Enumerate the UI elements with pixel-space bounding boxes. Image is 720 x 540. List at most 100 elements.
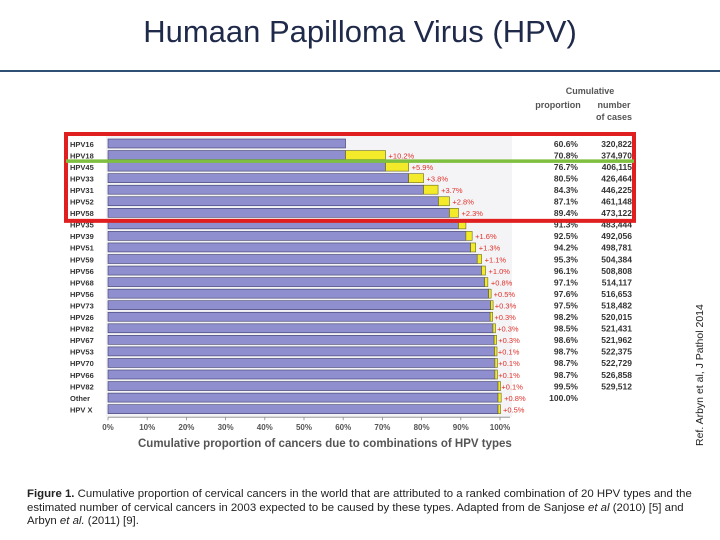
proportion-value: 98.7% <box>554 370 579 380</box>
category-label: HPV33 <box>70 174 94 183</box>
category-label: HPV70 <box>70 359 94 368</box>
figure-caption: Figure 1. Cumulative proportion of cervi… <box>27 488 695 529</box>
bar-increment <box>470 242 476 253</box>
cases-value: 508,808 <box>601 266 632 276</box>
bar-increment <box>497 392 502 403</box>
cases-value: 518,482 <box>601 300 632 310</box>
x-axis-title: Cumulative proportion of cancers due to … <box>138 438 512 450</box>
category-label: HPV56 <box>70 290 94 299</box>
bar-cumulative <box>107 184 424 195</box>
hpv-cumulative-chart: Cumulative proportion number of cases HPV16 6… <box>64 86 636 450</box>
bar-increment <box>423 184 439 195</box>
category-label: HPV53 <box>70 348 94 357</box>
cases-value: 374,970 <box>601 150 632 160</box>
bar-increment <box>494 346 498 357</box>
proportion-value: 95.3% <box>554 254 579 264</box>
x-tick-label: 70% <box>374 423 390 432</box>
bar-cumulative <box>107 208 450 218</box>
cases-value: 498,781 <box>601 243 632 253</box>
increment-label: +10.2% <box>389 151 415 160</box>
cases-value: 446,225 <box>601 185 632 195</box>
cases-value: 426,464 <box>601 173 632 183</box>
increment-label: +2.3% <box>461 209 483 218</box>
category-label: HPV35 <box>70 221 94 230</box>
cases-value: 320,822 <box>601 139 632 149</box>
increment-label: +0.3% <box>497 325 519 334</box>
cases-value: 522,375 <box>601 347 632 357</box>
bar-cumulative <box>107 161 386 172</box>
x-tick-label: 100% <box>490 423 510 432</box>
proportion-value: 91.3% <box>554 220 579 230</box>
title-divider <box>0 70 720 72</box>
header-proportion: proportion <box>535 100 581 110</box>
bar-cumulative <box>107 392 499 403</box>
proportion-value: 96.1% <box>554 266 579 276</box>
proportion-value: 92.5% <box>554 231 579 241</box>
cases-value: 406,115 <box>602 162 633 172</box>
increment-label: +0.1% <box>498 348 520 357</box>
bar-increment <box>497 404 501 414</box>
bar-increment <box>481 265 486 276</box>
cases-value: 504,384 <box>601 254 632 264</box>
increment-label: +0.8% <box>504 394 526 403</box>
cases-value: 522,729 <box>601 358 632 368</box>
bar-increment <box>489 311 494 322</box>
bar-increment <box>476 254 482 264</box>
header-of-cases: of cases <box>596 112 632 122</box>
caption-text-1: Cumulative proportion of cervical cancer… <box>27 488 692 514</box>
proportion-value: 98.5% <box>554 324 579 334</box>
cases-value: 473,122 <box>601 208 632 218</box>
proportion-value: 94.2% <box>554 243 579 253</box>
bar-cumulative <box>107 300 491 310</box>
x-tick-label: 50% <box>296 423 312 432</box>
category-label: HPV45 <box>70 163 94 172</box>
bar-cumulative <box>107 311 491 322</box>
increment-label: +0.3% <box>498 336 520 345</box>
category-label: HPV73 <box>70 301 94 310</box>
increment-label: +5.9% <box>412 163 434 172</box>
increment-label: +1.6% <box>475 232 497 241</box>
bar-cumulative <box>107 242 471 253</box>
bar-cumulative <box>107 173 409 183</box>
bar-cumulative <box>107 323 494 334</box>
proportion-value: 84.3% <box>554 185 579 195</box>
bar-cumulative <box>107 346 495 357</box>
caption-label: Figure 1. <box>27 488 75 500</box>
cases-value: 526,858 <box>601 370 632 380</box>
increment-label: +0.5% <box>494 290 516 299</box>
increment-label: +0.3% <box>495 301 517 310</box>
category-label: HPV51 <box>70 244 94 253</box>
proportion-value: 98.7% <box>554 358 579 368</box>
increment-label: +0.1% <box>501 382 523 391</box>
increment-label: +2.8% <box>452 198 474 207</box>
category-label: HPV16 <box>70 140 94 149</box>
proportion-value: 99.5% <box>554 381 579 391</box>
x-tick-label: 10% <box>139 423 155 432</box>
bar-cumulative <box>107 231 467 241</box>
bar-cumulative <box>107 358 496 368</box>
proportion-value: 87.1% <box>554 197 579 207</box>
x-tick-label: 20% <box>178 423 194 432</box>
proportion-value: 97.5% <box>554 300 579 310</box>
bar-increment <box>465 231 473 241</box>
cases-value: 492,056 <box>601 231 632 241</box>
bar-cumulative <box>107 150 346 160</box>
category-label: HPV58 <box>70 209 94 218</box>
category-label: HPV67 <box>70 336 94 345</box>
category-label: Other <box>70 394 90 403</box>
cases-value: 521,962 <box>601 335 632 345</box>
x-tick-label: 90% <box>453 423 469 432</box>
increment-label: +1.3% <box>479 244 501 253</box>
bar-cumulative <box>107 288 489 299</box>
bar-increment <box>490 300 494 310</box>
x-tick-label: 60% <box>335 423 351 432</box>
category-label: HPV31 <box>70 186 94 195</box>
caption-etal-2: et al. <box>59 515 85 527</box>
bar-cumulative <box>107 381 499 391</box>
cases-value: 521,431 <box>601 324 632 334</box>
proportion-value: 98.7% <box>554 347 579 357</box>
proportion-value: 97.6% <box>554 289 579 299</box>
category-label: HPV X <box>70 405 93 414</box>
bar-increment <box>345 150 386 160</box>
caption-text-2: (2010) [5] and Arbyn <box>27 501 684 528</box>
